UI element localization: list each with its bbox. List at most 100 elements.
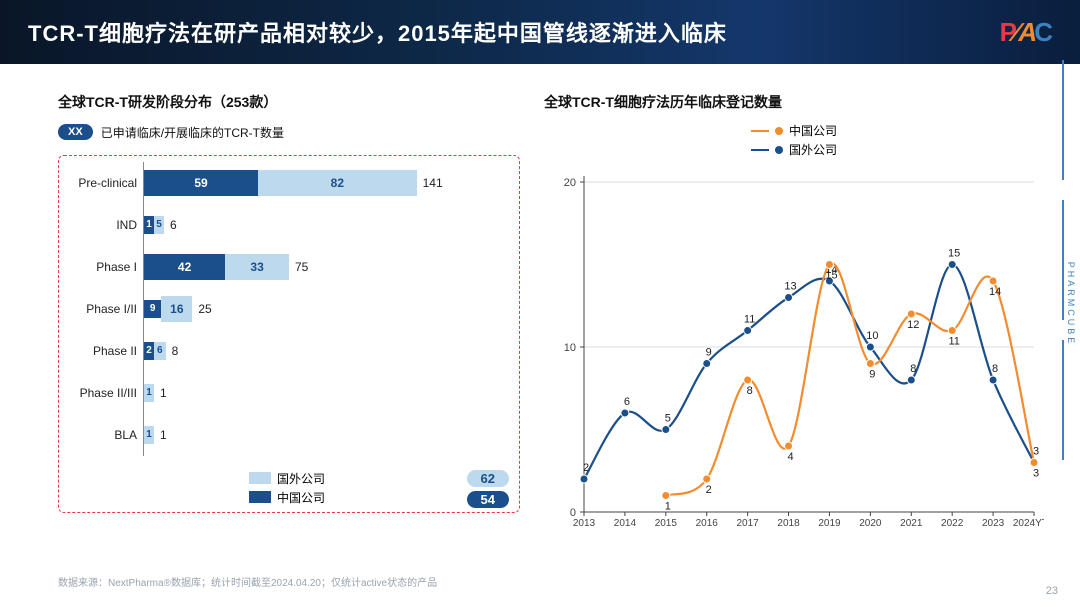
svg-text:10: 10 [564, 342, 576, 354]
svg-text:13: 13 [784, 281, 796, 293]
bar-category-label: Pre-clinical [63, 176, 143, 190]
bar-segment-foreign: 1 [144, 384, 154, 402]
bar-total-label: 8 [172, 344, 179, 358]
data-source-footnote: 数据来源：NextPharma®数据库；统计时间截至2024.04.20；仅统计… [58, 574, 437, 589]
svg-text:2021: 2021 [900, 518, 923, 529]
line-chart-panel: 全球TCR-T细胞疗法历年临床登记数量 中国公司 国外公司 0102020132… [544, 92, 1044, 542]
svg-text:9: 9 [706, 347, 712, 359]
slide-title: TCR-T细胞疗法在研产品相对较少，2015年起中国管线逐渐进入临床 [28, 16, 727, 48]
svg-text:5: 5 [665, 413, 671, 425]
svg-text:2018: 2018 [777, 518, 800, 529]
svg-text:8: 8 [992, 363, 998, 375]
legend-line-cn [751, 130, 769, 132]
bar-total-label: 1 [160, 428, 167, 442]
svg-text:2013: 2013 [573, 518, 596, 529]
bar-segment-cn: 1 [144, 216, 154, 234]
bar-total-label: 75 [295, 260, 308, 274]
legend-cn-label: 中国公司 [277, 489, 325, 506]
bar-segment-foreign: 16 [161, 296, 192, 322]
bar-segment-foreign: 82 [258, 170, 417, 196]
logo-letter-slash: ∕ A [1014, 17, 1036, 48]
legend-foreign-label: 国外公司 [277, 470, 325, 487]
svg-text:11: 11 [744, 314, 755, 326]
svg-text:3: 3 [1033, 446, 1039, 458]
bar-row: Phase I/II916 25 [63, 288, 507, 330]
side-decorative-bar [1062, 200, 1064, 320]
svg-text:1: 1 [665, 501, 671, 513]
svg-text:2: 2 [583, 462, 589, 474]
cn-total-pill: 54 [467, 491, 509, 508]
svg-text:2020: 2020 [859, 518, 882, 529]
bar-axis: 268 [143, 330, 507, 372]
swatch-cn [249, 491, 271, 503]
line-chart: 中国公司 国外公司 010202013201420152016201720182… [544, 122, 1044, 542]
bar-category-label: Phase II [63, 344, 143, 358]
bar-axis: 156 [143, 204, 507, 246]
bar-chart: Pre-clinical5982141IND156Phase I423375Ph… [58, 155, 520, 513]
bar-row: Phase II268 [63, 330, 507, 372]
bar-segment-cn: 42 [144, 254, 225, 280]
bar-category-label: Phase I/II [63, 302, 143, 316]
svg-text:2014: 2014 [614, 518, 637, 529]
svg-text:2: 2 [706, 484, 712, 496]
bar-chart-pill-legend: XX 已申请临床/开展临床的TCR-T数量 [58, 124, 284, 141]
svg-text:14: 14 [989, 286, 1001, 298]
bar-row: Phase I4233 75 [63, 246, 507, 288]
svg-text:15: 15 [948, 248, 960, 260]
bar-category-label: IND [63, 218, 143, 232]
svg-text:3: 3 [1033, 468, 1039, 480]
bar-segment-cn: 9 [144, 300, 161, 318]
svg-text:8: 8 [747, 385, 753, 397]
bar-axis: 916 25 [143, 288, 507, 330]
bar-chart-totals: 62 54 [467, 470, 509, 508]
legend-dot-cn [775, 127, 783, 135]
svg-text:2023: 2023 [982, 518, 1005, 529]
bar-total-label: 141 [423, 176, 443, 190]
content-area: 全球TCR-T研发阶段分布（253款） XX 已申请临床/开展临床的TCR-T数… [0, 64, 1080, 542]
svg-text:6: 6 [624, 396, 630, 408]
svg-text:2019: 2019 [818, 518, 841, 529]
bar-axis: 5982 141 [143, 162, 507, 204]
svg-text:2017: 2017 [737, 518, 760, 529]
svg-text:2024YTD: 2024YTD [1013, 518, 1044, 529]
bar-segment-cn: 59 [144, 170, 258, 196]
svg-text:2022: 2022 [941, 518, 964, 529]
line-chart-legend: 中国公司 国外公司 [751, 122, 837, 158]
svg-text:20: 20 [564, 177, 576, 189]
bar-total-label: 6 [170, 218, 177, 232]
legend-foreign-text: 国外公司 [789, 141, 837, 158]
foreign-total-pill: 62 [467, 470, 509, 487]
legend-cn-text: 中国公司 [789, 122, 837, 139]
bar-axis: 11 [143, 414, 507, 456]
legend-pill-badge: XX [58, 124, 93, 140]
bar-segment-foreign: 1 [144, 426, 154, 444]
bar-axis: 4233 75 [143, 246, 507, 288]
bar-category-label: Phase I [63, 260, 143, 274]
legend-pill-text: 已申请临床/开展临床的TCR-T数量 [101, 124, 284, 141]
svg-text:8: 8 [910, 363, 916, 375]
bar-chart-panel: 全球TCR-T研发阶段分布（253款） XX 已申请临床/开展临床的TCR-T数… [58, 92, 520, 542]
svg-text:12: 12 [907, 319, 919, 331]
page-number: 23 [1046, 585, 1058, 597]
line-chart-svg: 0102020132014201520162017201820192020202… [544, 122, 1044, 542]
bar-segment-foreign: 33 [225, 254, 289, 280]
svg-text:4: 4 [787, 451, 793, 463]
swatch-foreign [249, 472, 271, 484]
bar-segment-foreign: 6 [154, 342, 166, 360]
logo-letter-c: C [1034, 17, 1052, 48]
svg-text:11: 11 [948, 336, 959, 348]
bar-row: Phase II/III11 [63, 372, 507, 414]
bar-axis: 11 [143, 372, 507, 414]
svg-text:2016: 2016 [696, 518, 719, 529]
bar-category-label: Phase II/III [63, 386, 143, 400]
svg-text:9: 9 [869, 369, 875, 381]
bar-total-label: 25 [198, 302, 211, 316]
svg-text:2015: 2015 [655, 518, 678, 529]
bar-row: BLA11 [63, 414, 507, 456]
slide-header: TCR-T细胞疗法在研产品相对较少，2015年起中国管线逐渐进入临床 P ∕ A… [0, 0, 1080, 64]
svg-text:10: 10 [866, 330, 878, 342]
bar-chart-series-legend: 国外公司 中国公司 [249, 468, 325, 506]
brand-logo: P ∕ A C [1000, 17, 1052, 48]
bar-category-label: BLA [63, 428, 143, 442]
side-brand-text: PHARMCUBE [1066, 261, 1076, 346]
